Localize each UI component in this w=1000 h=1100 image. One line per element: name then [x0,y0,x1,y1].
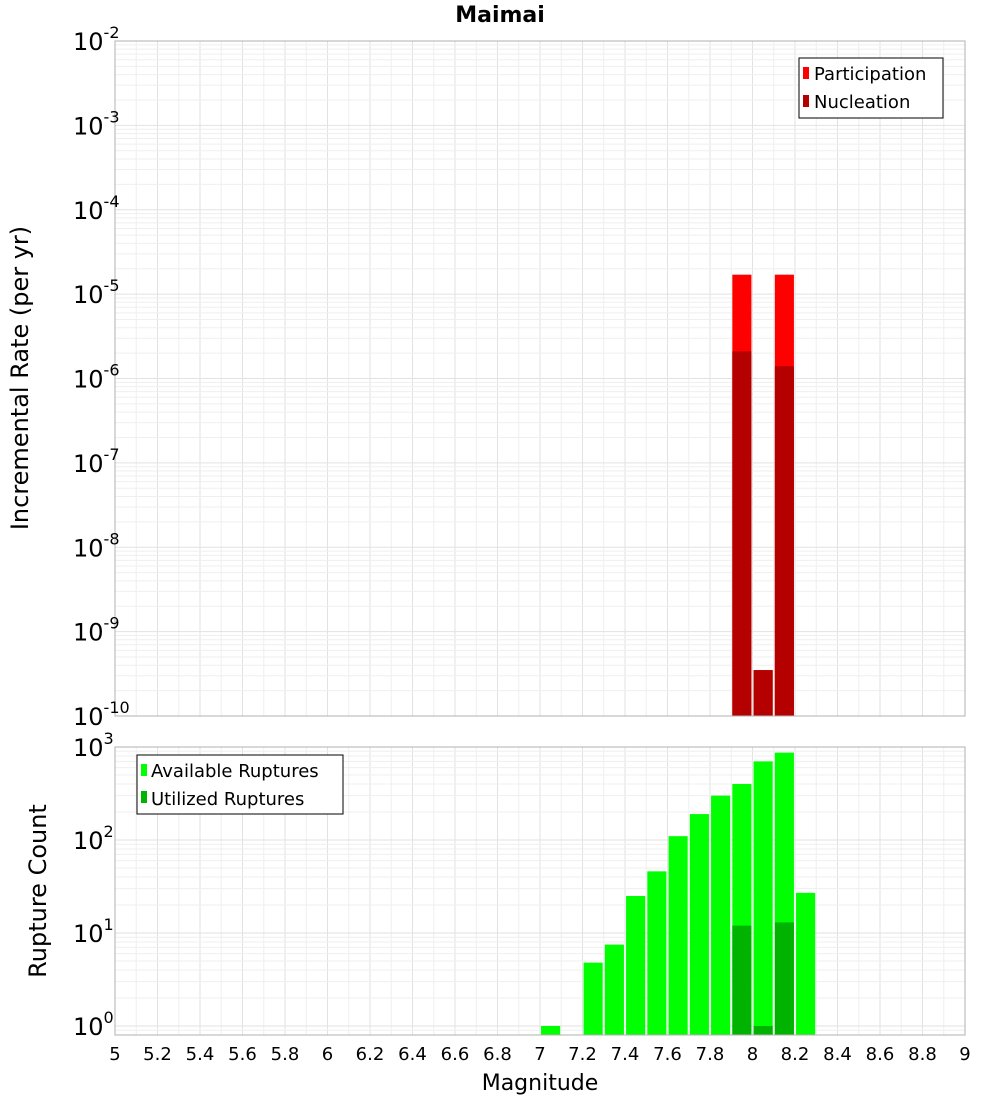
x-tick-12: 7.4 [611,1044,640,1065]
legend-label-nucleation: Nucleation [814,92,910,113]
bottom-legend: Available Ruptures Utilized Ruptures [136,754,344,815]
legend-swatch-nucleation [803,95,809,107]
x-tick-4: 5.8 [271,1044,300,1065]
top-bar-s1-2 [774,366,794,716]
bottom-bar-s0-6 [689,814,709,1035]
bottom-legend-box [136,754,344,815]
top-y-tick-5: 10-7 [73,445,120,478]
x-tick-11: 7.2 [568,1044,597,1065]
top-legend-box [798,57,944,119]
top-plot-frame [114,40,966,717]
top-legend: Participation Nucleation [798,57,944,119]
x-tick-16: 8.2 [781,1044,810,1065]
chart-title: Maimai [455,3,545,28]
bottom-bar-s0-2 [604,944,624,1035]
top-y-tick-6: 10-8 [73,529,120,562]
bottom-bar-s1-0 [732,925,752,1035]
x-tick-3: 5.6 [228,1044,257,1065]
bottom-y-axis-label: Rupture Count [24,804,52,978]
legend-label-available: Available Ruptures [151,761,319,782]
top-y-tick-3: 10-5 [73,276,120,309]
x-tick-13: 7.6 [653,1044,682,1065]
top-bar-s1-1 [753,670,773,716]
top-y-axis-label: Incremental Rate (per yr) [6,226,34,530]
bottom-bar-s0-5 [668,836,688,1035]
x-tick-1: 5.2 [143,1044,172,1065]
x-tick-8: 6.6 [441,1044,470,1065]
x-tick-15: 8 [747,1044,758,1065]
bottom-plot-area: 103 102 101 100 5 5.2 5.4 5.6 5.8 6 6.2 6.4 6.6 6.8 7… [24,729,971,1096]
bottom-bar-s0-1 [583,962,603,1035]
bottom-y-tick-2: 101 [73,915,114,948]
x-tick-9: 6.8 [483,1044,512,1065]
top-y-tick-8: 10-10 [73,698,130,731]
bottom-bar-s0-9 [753,761,773,1035]
legend-swatch-utilized [141,791,147,803]
x-tick-19: 8.8 [908,1044,937,1065]
top-y-tick-0: 10-2 [73,23,120,56]
bottom-bar-s1-1 [753,1025,773,1035]
top-y-tick-labels: 10-2 10-3 10-4 10-5 10-6 10-7 10-8 10-9 10-10 [73,23,130,731]
x-tick-2: 5.4 [186,1044,215,1065]
x-tick-10: 7 [534,1044,545,1065]
top-y-tick-2: 10-4 [73,192,120,225]
x-tick-18: 8.6 [866,1044,895,1065]
bottom-y-tick-3: 100 [73,1008,114,1041]
x-axis-label: Magnitude [482,1071,599,1096]
x-tick-17: 8.4 [823,1044,852,1065]
top-bars [732,274,794,716]
bottom-bar-s0-11 [796,892,816,1035]
top-plot-area: 10-2 10-3 10-4 10-5 10-6 10-7 10-8 10-9 10-10 Pa… [6,23,966,731]
x-tick-5: 6 [322,1044,333,1065]
bottom-bar-s1-2 [774,922,794,1035]
x-tick-6: 6.2 [356,1044,385,1065]
legend-label-utilized: Utilized Ruptures [151,789,304,810]
bottom-bar-s0-0 [541,1025,561,1035]
legend-swatch-available [141,764,147,776]
legend-label-participation: Participation [814,64,926,85]
top-grid [114,40,966,717]
top-y-tick-4: 10-6 [73,361,120,394]
bottom-y-tick-0: 103 [73,729,114,762]
legend-swatch-participation [803,67,809,79]
x-tick-14: 7.8 [696,1044,725,1065]
x-tick-7: 6.4 [398,1044,427,1065]
x-tick-0: 5 [109,1044,120,1065]
bottom-bar-s0-3 [626,895,646,1035]
top-bar-s1-0 [732,351,752,716]
bottom-bar-s0-4 [647,871,667,1035]
top-y-tick-1: 10-3 [73,107,120,140]
bottom-bar-s0-7 [711,795,731,1035]
bottom-bars [541,752,816,1035]
top-y-tick-7: 10-9 [73,614,120,647]
bottom-y-tick-labels: 103 102 101 100 [73,729,114,1041]
bottom-plot-frame [114,746,966,1036]
bottom-y-tick-1: 102 [73,822,114,855]
x-tick-labels: 5 5.2 5.4 5.6 5.8 6 6.2 6.4 6.6 6.8 7 7.2 7.4 7.6 7.8 8… [109,1044,970,1065]
x-tick-20: 9 [959,1044,970,1065]
